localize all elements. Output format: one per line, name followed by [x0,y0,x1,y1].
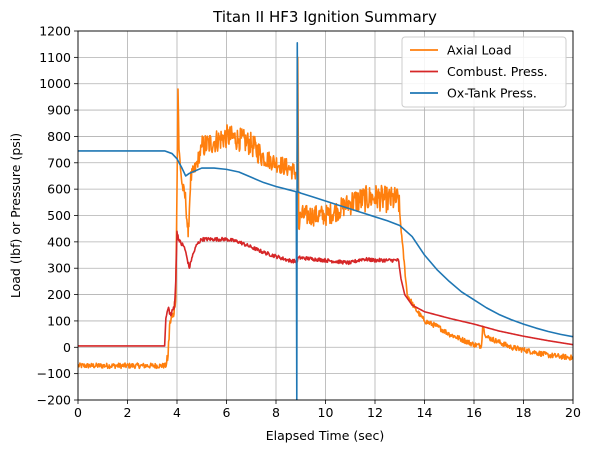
x-tick-label: 4 [173,405,181,420]
x-tick-label: 10 [318,405,334,420]
y-tick-label: −100 [37,366,71,381]
x-axis-label: Elapsed Time (sec) [266,428,384,443]
x-tick-label: 2 [124,405,132,420]
y-tick-label: 1000 [39,76,71,91]
x-tick-label: 8 [272,405,280,420]
y-tick-label: 0 [63,340,71,355]
y-tick-label: 900 [47,103,71,118]
x-tick-label: 12 [367,405,383,420]
x-tick-label: 18 [516,405,532,420]
y-tick-label: 700 [47,155,71,170]
y-tick-label: 600 [47,182,71,197]
legend-box [401,36,567,108]
legend-label: Axial Load [447,43,512,58]
y-tick-label: 800 [47,129,71,144]
legend-label: Combust. Press. [447,64,548,79]
y-tick-label: 100 [47,313,71,328]
y-axis-ticks: −200 −100 0 100 200 300 400 500 600 700 800 900 1000… [37,24,78,408]
series-lines [78,42,573,400]
y-tick-label: 500 [47,208,71,223]
y-tick-label: −200 [37,393,71,408]
y-axis-label: Load (lbf) or Pressure (psi) [8,133,23,298]
y-tick-label: 400 [47,234,71,249]
x-tick-label: 20 [565,405,581,420]
x-tick-label: 6 [223,405,231,420]
y-tick-label: 200 [47,287,71,302]
series-line-2 [78,42,573,400]
chart-title: Titan II HF3 Ignition Summary [212,8,437,26]
y-tick-label: 1200 [39,24,71,39]
series-line-1 [78,230,573,347]
x-tick-label: 0 [74,405,82,420]
x-tick-label: 14 [417,405,433,420]
legend-label: Ox-Tank Press. [447,86,537,101]
y-tick-label: 1100 [39,50,71,65]
x-tick-label: 16 [466,405,482,420]
legend: Axial Load Combust. Press. Ox-Tank Press. [401,36,567,108]
series-line-0 [78,56,573,370]
x-axis-ticks: 0 2 4 6 8 10 12 14 16 18 20 [74,400,581,420]
y-tick-label: 300 [47,261,71,276]
